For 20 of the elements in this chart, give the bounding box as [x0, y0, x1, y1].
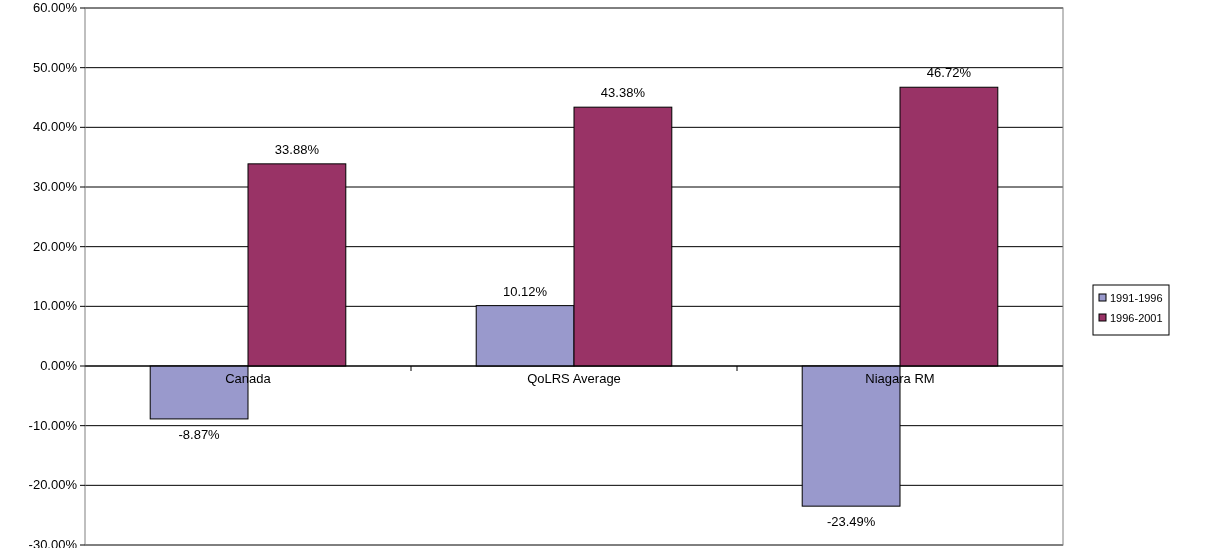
data-label: 43.38%	[600, 85, 646, 101]
data-label: 46.72%	[926, 65, 972, 81]
data-label: -8.87%	[178, 426, 221, 442]
y-tick-label: 10.00%	[32, 298, 78, 314]
y-tick-label: 50.00%	[32, 59, 78, 75]
y-tick-label: 0.00%	[40, 358, 78, 373]
y-tick-label: -20.00%	[28, 477, 78, 493]
y-tick-label: 40.00%	[32, 119, 78, 135]
legend-label: 1991-1996	[1110, 292, 1163, 304]
x-tick-label: QoLRS Average	[527, 371, 621, 386]
data-label: -23.49%	[826, 514, 876, 530]
data-label: 33.88%	[274, 141, 320, 157]
y-tick-label: 30.00%	[32, 179, 78, 194]
legend-label: 1996-2001	[1110, 312, 1163, 324]
y-tick-label: 20.00%	[32, 238, 78, 254]
y-tick-label: 60.00%	[32, 0, 78, 15]
x-tick-label: Niagara RM	[865, 371, 935, 386]
x-tick-label: Canada	[225, 371, 272, 386]
data-label: 10.12%	[503, 283, 548, 299]
y-tick-label: -10.00%	[28, 417, 78, 433]
